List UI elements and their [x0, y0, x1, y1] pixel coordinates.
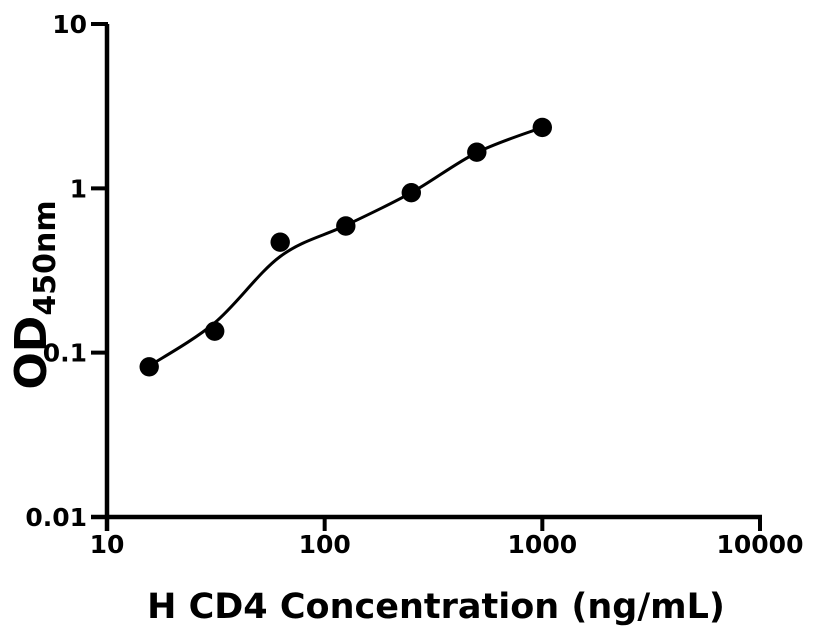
- data-point: [205, 321, 225, 341]
- y-tick-label: 0.01: [25, 503, 87, 532]
- data-point: [467, 142, 487, 162]
- x-tick-label: 100: [299, 530, 351, 559]
- y-axis-title: OD450nm: [6, 200, 63, 389]
- y-tick-label: 0.1: [43, 339, 87, 368]
- y-axis-title-subscript: 450nm: [28, 200, 63, 315]
- data-point: [270, 232, 290, 252]
- data-point: [532, 117, 552, 138]
- data-point: [401, 183, 421, 203]
- x-tick-label: 1000: [508, 530, 578, 559]
- x-axis-title: H CD4 Concentration (ng/mL): [147, 587, 725, 627]
- x-tick-label: 10: [90, 530, 125, 559]
- axes-layer: 10 100 1000 10000 10 1 0.1 0.01: [25, 10, 803, 559]
- data-point: [336, 216, 356, 236]
- data-point: [139, 357, 159, 377]
- y-tick-label: 1: [70, 174, 87, 203]
- y-tick-label: 10: [52, 10, 87, 39]
- x-tick-label: 10000: [717, 530, 804, 559]
- y-axis-title-main: OD: [6, 316, 57, 390]
- data-layer: [139, 117, 552, 377]
